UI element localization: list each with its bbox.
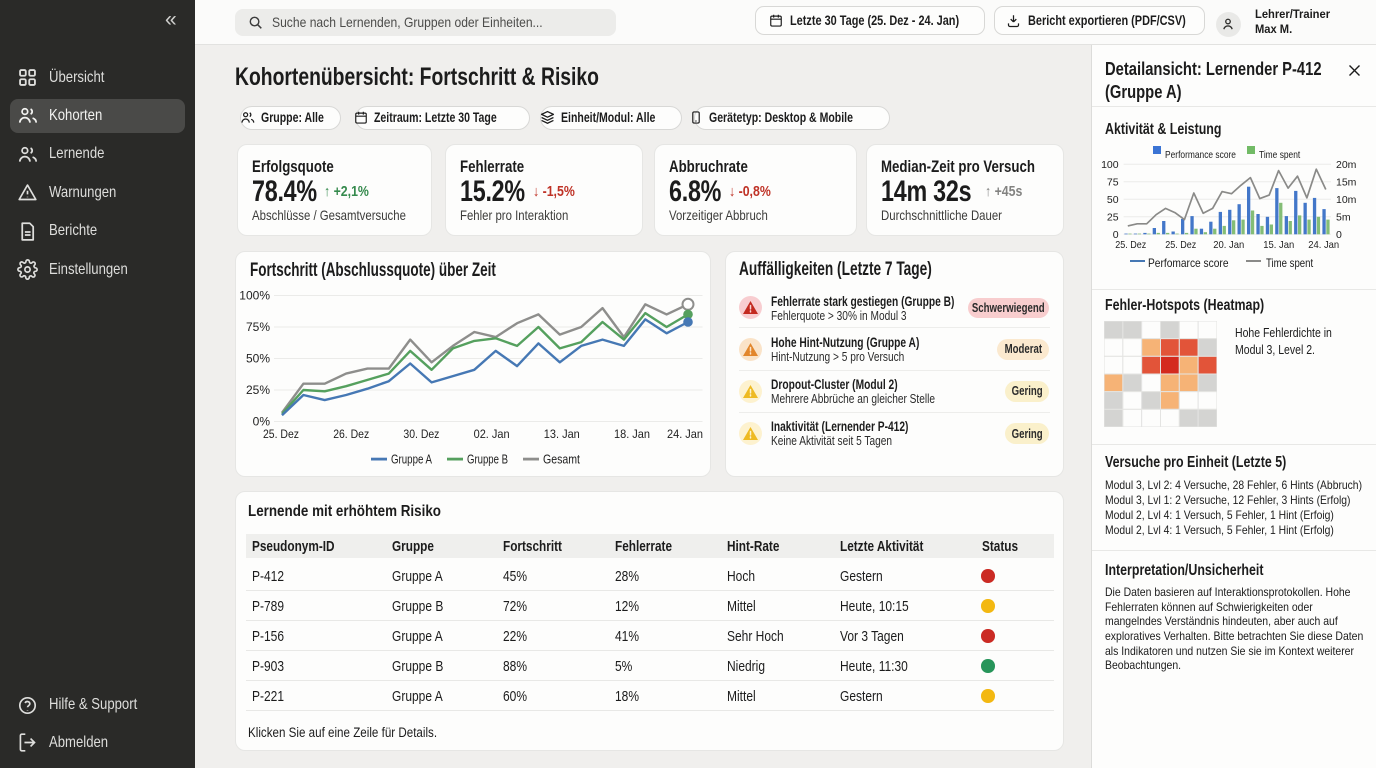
- svg-text:50%: 50%: [246, 352, 270, 366]
- svg-text:20m: 20m: [1336, 159, 1357, 171]
- svg-text:26. Dez: 26. Dez: [333, 427, 369, 441]
- svg-text:15m: 15m: [1336, 176, 1357, 188]
- svg-text:Gesamt: Gesamt: [543, 453, 580, 467]
- svg-text:30. Dez: 30. Dez: [403, 427, 439, 441]
- svg-text:0: 0: [1336, 229, 1342, 241]
- svg-text:15. Jan: 15. Jan: [1263, 239, 1294, 251]
- svg-text:25. Dez: 25. Dez: [1115, 239, 1146, 251]
- svg-text:Gruppe B: Gruppe B: [467, 453, 508, 467]
- svg-text:5m: 5m: [1336, 211, 1351, 223]
- svg-text:24. Jan: 24. Jan: [1308, 239, 1339, 251]
- svg-text:Gruppe A: Gruppe A: [391, 453, 433, 467]
- svg-text:18. Jan: 18. Jan: [614, 427, 650, 441]
- svg-text:75%: 75%: [246, 320, 270, 334]
- svg-text:10m: 10m: [1336, 194, 1357, 206]
- svg-text:25. Dez: 25. Dez: [263, 427, 299, 441]
- svg-text:13. Jan: 13. Jan: [544, 427, 580, 441]
- svg-text:25. Dez: 25. Dez: [1165, 239, 1196, 251]
- svg-text:50: 50: [1107, 194, 1119, 206]
- svg-text:20. Jan: 20. Jan: [1213, 239, 1244, 251]
- svg-text:24. Jan: 24. Jan: [667, 427, 703, 441]
- svg-text:75: 75: [1107, 176, 1119, 188]
- svg-text:02. Jan: 02. Jan: [474, 427, 510, 441]
- svg-text:100%: 100%: [239, 289, 270, 303]
- svg-text:25%: 25%: [246, 383, 270, 397]
- svg-text:25: 25: [1107, 211, 1119, 223]
- svg-text:0%: 0%: [253, 415, 271, 429]
- svg-text:100: 100: [1101, 159, 1119, 171]
- svg-text:0: 0: [1113, 229, 1119, 241]
